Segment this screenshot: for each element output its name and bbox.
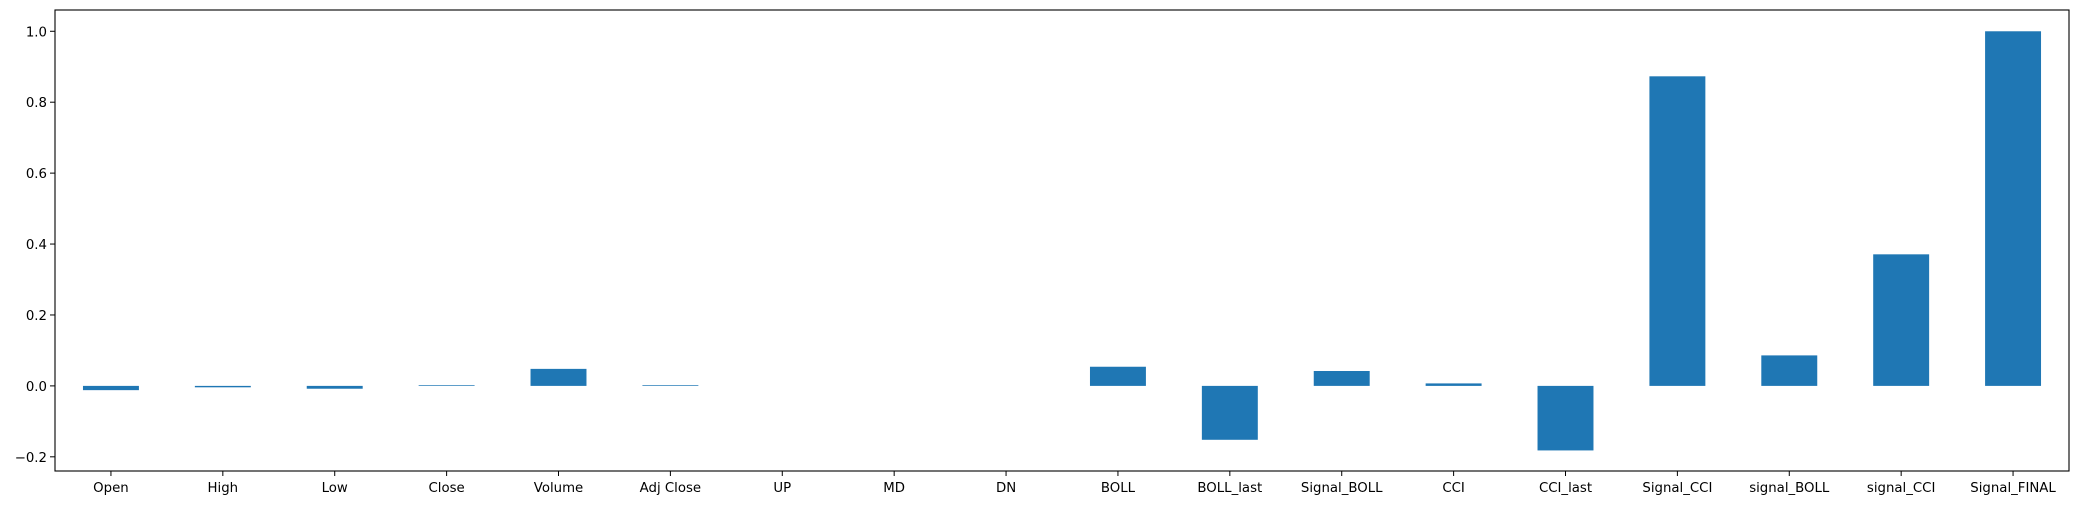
bar-adj-close xyxy=(642,385,699,386)
bar-volume xyxy=(530,368,587,386)
x-tick-label: Low xyxy=(322,481,348,496)
x-tick-label: BOLL_last xyxy=(1197,481,1262,496)
x-tick-label: Volume xyxy=(534,481,583,496)
bar-high xyxy=(194,385,251,388)
x-tick-label: DN xyxy=(996,481,1016,496)
x-tick-label: signal_CCI xyxy=(1867,481,1935,496)
x-tick-label: CCI_last xyxy=(1539,481,1592,496)
bar-signal-final xyxy=(1985,31,2042,386)
bar-close xyxy=(418,385,475,386)
bar-signal-cci xyxy=(1873,254,1930,386)
x-tick-label: Adj Close xyxy=(640,481,701,496)
y-tick-label: 0.4 xyxy=(26,238,47,253)
bar-signal-cci xyxy=(1649,76,1706,386)
y-tick-label: 1.0 xyxy=(26,25,47,40)
y-tick-label: −0.2 xyxy=(15,451,47,466)
y-tick-label: 0.6 xyxy=(26,167,47,182)
bar-boll xyxy=(1089,366,1146,386)
x-tick-label: Signal_CCI xyxy=(1642,481,1712,496)
bars-group xyxy=(82,31,2042,451)
bar-open xyxy=(82,385,139,391)
x-tick-label: BOLL xyxy=(1101,481,1136,496)
x-axis: Open High Low Close Volume Adj Close UP MD DN BOL… xyxy=(93,471,2056,496)
bar-cci-last xyxy=(1537,385,1594,451)
y-axis: −0.2 0.0 0.2 0.4 0.6 0.8 1.0 xyxy=(15,25,55,466)
x-tick-label: UP xyxy=(773,481,791,496)
x-tick-label: MD xyxy=(883,481,905,496)
y-tick-label: 0.2 xyxy=(26,309,47,324)
bar-signal-boll xyxy=(1313,370,1370,386)
bar-cci xyxy=(1425,383,1482,386)
x-tick-label: Close xyxy=(428,481,464,496)
x-tick-label: Signal_BOLL xyxy=(1301,481,1383,496)
bar-signal-boll xyxy=(1761,355,1818,386)
x-tick-label: signal_BOLL xyxy=(1749,481,1830,496)
x-tick-label: Signal_FINAL xyxy=(1970,481,2056,496)
x-tick-label: High xyxy=(208,481,239,496)
bar-low xyxy=(306,385,363,389)
y-tick-label: 0.0 xyxy=(26,380,47,395)
plot-frame xyxy=(54,9,2070,472)
x-tick-label: CCI xyxy=(1442,481,1465,496)
bar-boll-last xyxy=(1201,385,1258,440)
y-tick-label: 0.8 xyxy=(26,96,47,111)
x-tick-label: Open xyxy=(93,481,129,496)
